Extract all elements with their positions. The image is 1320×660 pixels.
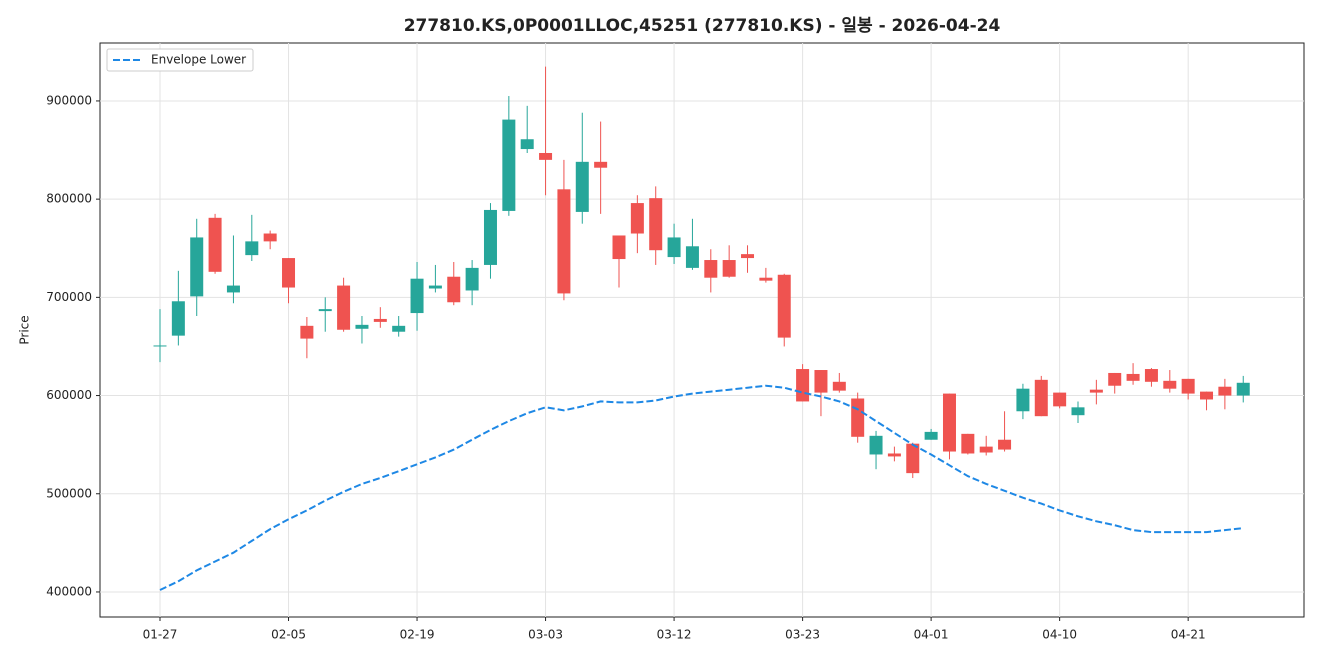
candle-body [906,443,920,474]
candle-body [1126,373,1140,381]
candle-body [373,318,387,322]
candle-body [685,246,699,268]
candle-body [502,119,516,211]
chart-title: 277810.KS,0P0001LLOC,45251 (277810.KS) -… [404,16,1001,36]
candle-body [465,267,479,291]
y-tick-label: 600000 [46,388,92,402]
candle-body [851,398,865,437]
candle-body [869,435,883,455]
candle-body [557,189,571,294]
candle-body [832,381,846,391]
y-tick-label: 800000 [46,192,92,206]
candle-body [539,152,553,160]
candle-body [667,237,681,258]
candle-body [300,325,314,339]
candle-body [979,446,993,453]
x-tick-label: 03-23 [785,628,820,642]
candle-body [520,139,534,150]
y-tick-label: 900000 [46,93,92,107]
candle-body [1016,388,1030,412]
candle-body [759,277,773,281]
candle-body [447,276,461,303]
y-tick-label: 500000 [46,486,92,500]
x-tick-label: 04-21 [1171,628,1206,642]
line-series [159,384,1244,591]
candle-body [1163,380,1177,389]
candle-body [245,241,259,256]
x-tick-label: 03-12 [657,628,692,642]
candle-body [483,209,497,265]
x-tick-label: 04-10 [1042,628,1077,642]
candle-body [337,285,351,330]
candle-body [777,274,791,338]
y-tick-label: 400000 [46,584,92,598]
candle-body [1200,391,1214,400]
candle-body [355,324,369,329]
candle-body [1071,407,1085,416]
candle-body [704,260,718,278]
x-tick-label: 03-03 [528,628,563,642]
candle-body [594,161,608,168]
candle-body [961,433,975,454]
y-tick-label: 700000 [46,290,92,304]
candle-body [741,254,755,259]
candle-body [1053,392,1067,407]
candle-body [942,393,956,452]
candle-body [190,237,204,297]
x-tick-label: 04-01 [914,628,949,642]
candle-body [1181,378,1195,394]
candle-body [630,203,644,234]
candle-body [318,309,332,312]
plot-frame [99,42,1305,618]
candle-body [1236,382,1250,396]
candle-body [410,278,424,314]
candle-body [1034,379,1048,417]
candle-body [887,453,901,457]
x-tick-label: 02-05 [271,628,306,642]
y-axis-label: Price [18,315,32,344]
candle-body [796,369,810,402]
legend-label: Envelope Lower [151,53,246,67]
x-tick-label: 01-27 [143,628,178,642]
candle-body [1108,372,1122,386]
candle-body [1218,386,1232,396]
candle-body [392,325,406,332]
candle-body [814,370,828,393]
candle-body [153,345,167,347]
candle-body [924,431,938,440]
candle-body [428,285,442,289]
candle-body [282,258,296,288]
candle-body [649,198,663,251]
candle-body [1144,369,1158,382]
candle-body [998,439,1012,450]
candle-body [575,161,589,212]
candle-body [612,235,626,260]
candle-body [1089,389,1103,393]
candle-body [208,217,222,272]
grid [100,43,1304,617]
candle-body [263,233,277,242]
legend-box [106,48,254,72]
candle-body [171,301,185,336]
x-tick-label: 02-19 [400,628,435,642]
candle-body [722,260,736,277]
candle-body [226,285,240,293]
